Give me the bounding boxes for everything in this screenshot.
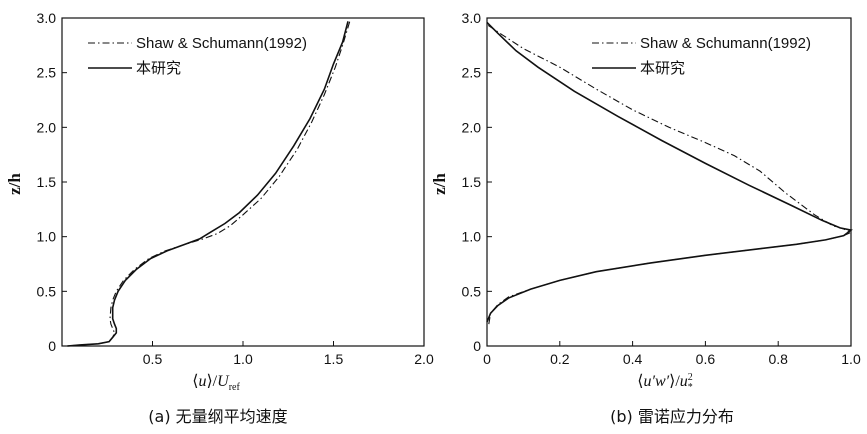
panel-b-y-axis-label: z/h: [430, 173, 449, 195]
panel-a-series: [67, 21, 351, 347]
panel-b-reynolds-stress-chart: 0 0.2 0.4 0.6 0.8 1.0 0 0.5 1.0 1.5 2.0 2.5 3.0 Shaw…: [430, 10, 861, 426]
panel-b-legend: Shaw & Schumann(1992) 本研究: [592, 35, 811, 77]
panel-a-x-axis-label: ⟨u⟩/Uref: [192, 373, 240, 393]
panel-b-x-axis-label: ⟨u′w′⟩/u2 *: [637, 372, 693, 393]
panel-b-legend-label: Shaw & Schumann(1992): [640, 35, 811, 52]
panel-a-x-tick-label: 1.0: [233, 351, 253, 367]
panel-a-y-tick-label: 2.0: [37, 119, 57, 135]
panel-b-legend-label: 本研究: [640, 60, 685, 77]
panel-a-legend-label: 本研究: [136, 60, 181, 77]
panel-a-series-shaw-schumann-line: [67, 21, 351, 347]
panel-b-ticks: 0 0.2 0.4 0.6 0.8 1.0 0 0.5 1.0 1.5 2.0 2.5 3.0: [462, 10, 861, 367]
panel-b-y-tick-label: 3.0: [462, 10, 482, 26]
panel-a-x-tick-label: 2.0: [414, 351, 434, 367]
panel-b-caption: (b) 雷诺应力分布: [610, 407, 734, 426]
panel-a-y-tick-label: 3.0: [37, 10, 57, 26]
panel-b-y-tick-label: 1.0: [462, 229, 482, 245]
panel-b-x-tick-label: 0.6: [696, 351, 716, 367]
panel-b-x-tick-label: 0.2: [550, 351, 570, 367]
panel-b-y-tick-label: 0: [473, 338, 481, 354]
panel-a-legend: Shaw & Schumann(1992) 本研究: [88, 35, 307, 77]
panel-b-x-tick-label: 0.4: [623, 351, 643, 367]
panel-b-y-tick-label: 0.5: [462, 283, 482, 299]
panel-a-velocity-chart: 0.5 1.0 1.5 2.0 0 0.5 1.0 1.5 2.0 2.5 3.0 Shaw & S…: [5, 10, 434, 426]
panel-b-x-tick-label: 1.0: [841, 351, 861, 367]
panel-a-y-tick-label: 2.5: [37, 65, 57, 81]
panel-a-caption: (a) 无量纲平均速度: [148, 407, 287, 426]
panel-a-legend-label: Shaw & Schumann(1992): [136, 35, 307, 52]
panel-a-x-tick-label: 1.5: [324, 351, 344, 367]
panel-a-x-tick-label: 0.5: [143, 351, 163, 367]
panel-a-y-tick-label: 1.5: [37, 174, 57, 190]
panel-b-x-tick-label: 0.8: [768, 351, 788, 367]
panel-a-y-tick-label: 1.0: [37, 229, 57, 245]
panel-a-y-tick-label: 0.5: [37, 283, 57, 299]
panel-a-ticks: 0.5 1.0 1.5 2.0 0 0.5 1.0 1.5 2.0 2.5 3.0: [37, 10, 434, 367]
panel-b-series-present-study-line: [486, 21, 853, 323]
panel-a-series-present-study-line: [67, 21, 349, 347]
panel-b-x-tick-label: 0: [483, 351, 491, 367]
panel-a-y-tick-label: 0: [48, 338, 56, 354]
panel-b-y-tick-label: 1.5: [462, 174, 482, 190]
panel-b-y-tick-label: 2.5: [462, 65, 482, 81]
panel-b-y-tick-label: 2.0: [462, 119, 482, 135]
panel-a-y-axis-label: z/h: [5, 173, 24, 195]
panel-b-series: [486, 21, 853, 325]
